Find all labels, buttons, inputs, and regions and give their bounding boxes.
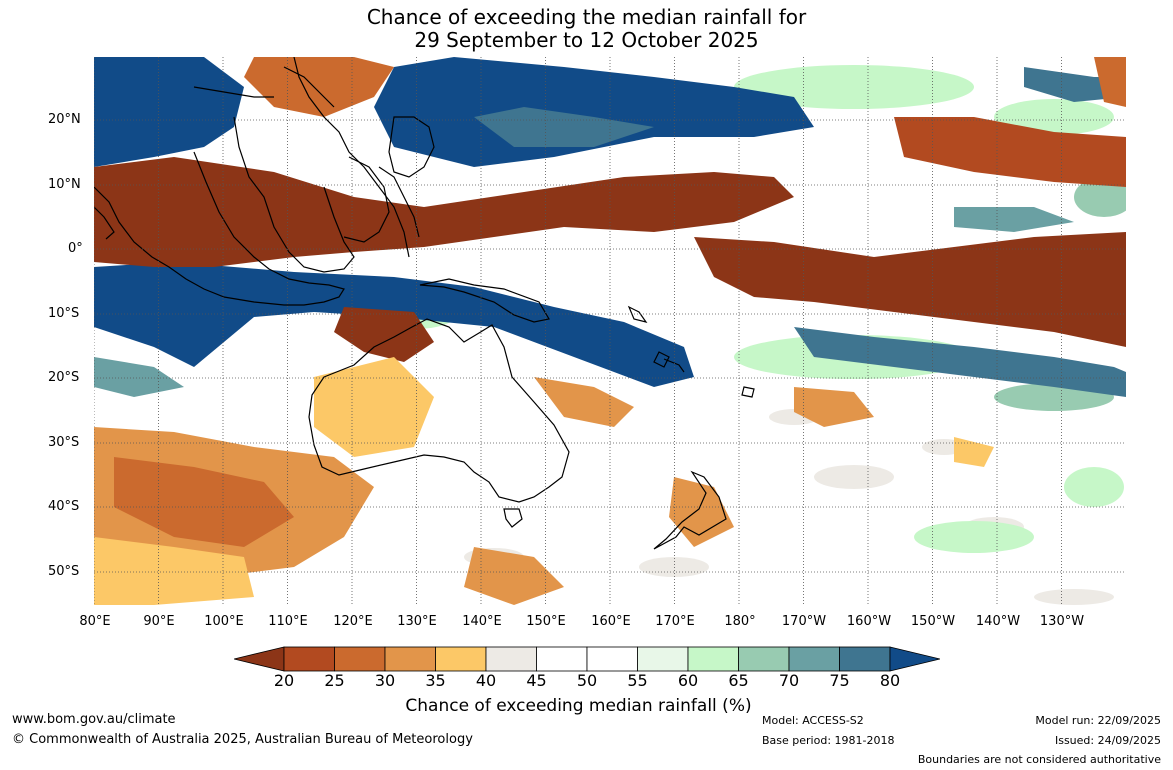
footer-copyright: © Commonwealth of Australia 2025, Austra… [12, 732, 473, 747]
colorbar-tick-label: 50 [576, 671, 598, 690]
colorbar-tick-label: 65 [728, 671, 749, 690]
colorbar-tick-label: 20 [273, 671, 295, 690]
graticule [94, 57, 1126, 605]
colorbar-segment [586, 646, 638, 672]
colorbar-tick-label: 40 [475, 671, 497, 690]
map-title-line2: 29 September to 12 October 2025 [414, 28, 759, 52]
lat-label-10s: 10°S [48, 306, 80, 321]
lon-label-130w: 130°W [1039, 614, 1085, 629]
colorbar-segment [637, 646, 689, 672]
colorbar-tick-label: 70 [778, 671, 800, 690]
colorbar-segment [536, 646, 588, 672]
colorbar-segment [334, 646, 386, 672]
wet-blue-regions [94, 57, 1126, 397]
dry-brown-regions [94, 57, 1126, 362]
colorbar-segment [435, 646, 487, 672]
lon-label-100e: 100°E [204, 614, 244, 629]
colorbar-tick-label: 35 [425, 671, 446, 690]
colorbar-extend-low [233, 646, 285, 672]
dry-orange-regions [94, 357, 994, 605]
colorbar-tick-label: 25 [324, 671, 345, 690]
lon-label-140e: 140°E [462, 614, 502, 629]
colorbar-segment [738, 646, 790, 672]
colorbar-segment [485, 646, 537, 672]
colorbar-tick-label: 75 [829, 671, 850, 690]
colorbar-tick-label: 80 [879, 671, 901, 690]
colorbar-title: Chance of exceeding median rainfall (%) [405, 696, 752, 716]
colorbar-extend-high [889, 646, 941, 672]
footer-disclaimer: Boundaries are not considered authoritat… [917, 753, 1161, 766]
footer-url: www.bom.gov.au/climate [12, 712, 176, 727]
lon-label-120e: 120°E [333, 614, 373, 629]
colorbar-segment [283, 646, 335, 672]
lat-label-equator: 0° [68, 241, 83, 256]
lon-label-150w: 150°W [910, 614, 956, 629]
map-coastlines [94, 57, 755, 550]
colorbar-segment [384, 646, 436, 672]
colorbar-segment [788, 646, 840, 672]
lon-label-170w: 170°W [781, 614, 827, 629]
lon-label-160e: 160°E [591, 614, 631, 629]
lat-label-20s: 20°S [48, 370, 80, 385]
lon-label-160w: 160°W [846, 614, 892, 629]
lon-label-110e: 110°E [268, 614, 308, 629]
lat-label-40s: 40°S [48, 499, 80, 514]
lon-label-180: 180° [724, 614, 756, 629]
lat-label-30s: 30°S [48, 435, 80, 450]
lon-label-90e: 90°E [143, 614, 175, 629]
colorbar-segment [839, 646, 891, 672]
lat-label-50s: 50°S [48, 564, 80, 579]
rainfall-probability-map [94, 57, 1126, 605]
lon-label-80e: 80°E [79, 614, 111, 629]
footer-base-period: Base period: 1981-2018 [762, 734, 895, 747]
colorbar-tick-label: 30 [374, 671, 396, 690]
footer-issued: Issued: 24/09/2025 [1054, 734, 1161, 747]
footer-model-run: Model run: 22/09/2025 [1035, 714, 1161, 727]
lon-label-130e: 130°E [397, 614, 437, 629]
colorbar-tick-label: 45 [526, 671, 547, 690]
lon-label-170e: 170°E [655, 614, 695, 629]
colorbar-tick-label: 60 [677, 671, 699, 690]
map-title-line1: Chance of exceeding the median rainfall … [366, 5, 807, 29]
lat-label-20n: 20°N [48, 112, 81, 127]
colorbar-segment [687, 646, 739, 672]
lat-label-10n: 10°N [48, 177, 81, 192]
colorbar-tick-label: 55 [627, 671, 648, 690]
footer-model: Model: ACCESS-S2 [762, 714, 864, 727]
lon-label-150e: 150°E [526, 614, 566, 629]
lon-label-140w: 140°W [975, 614, 1021, 629]
colorbar [233, 646, 941, 676]
